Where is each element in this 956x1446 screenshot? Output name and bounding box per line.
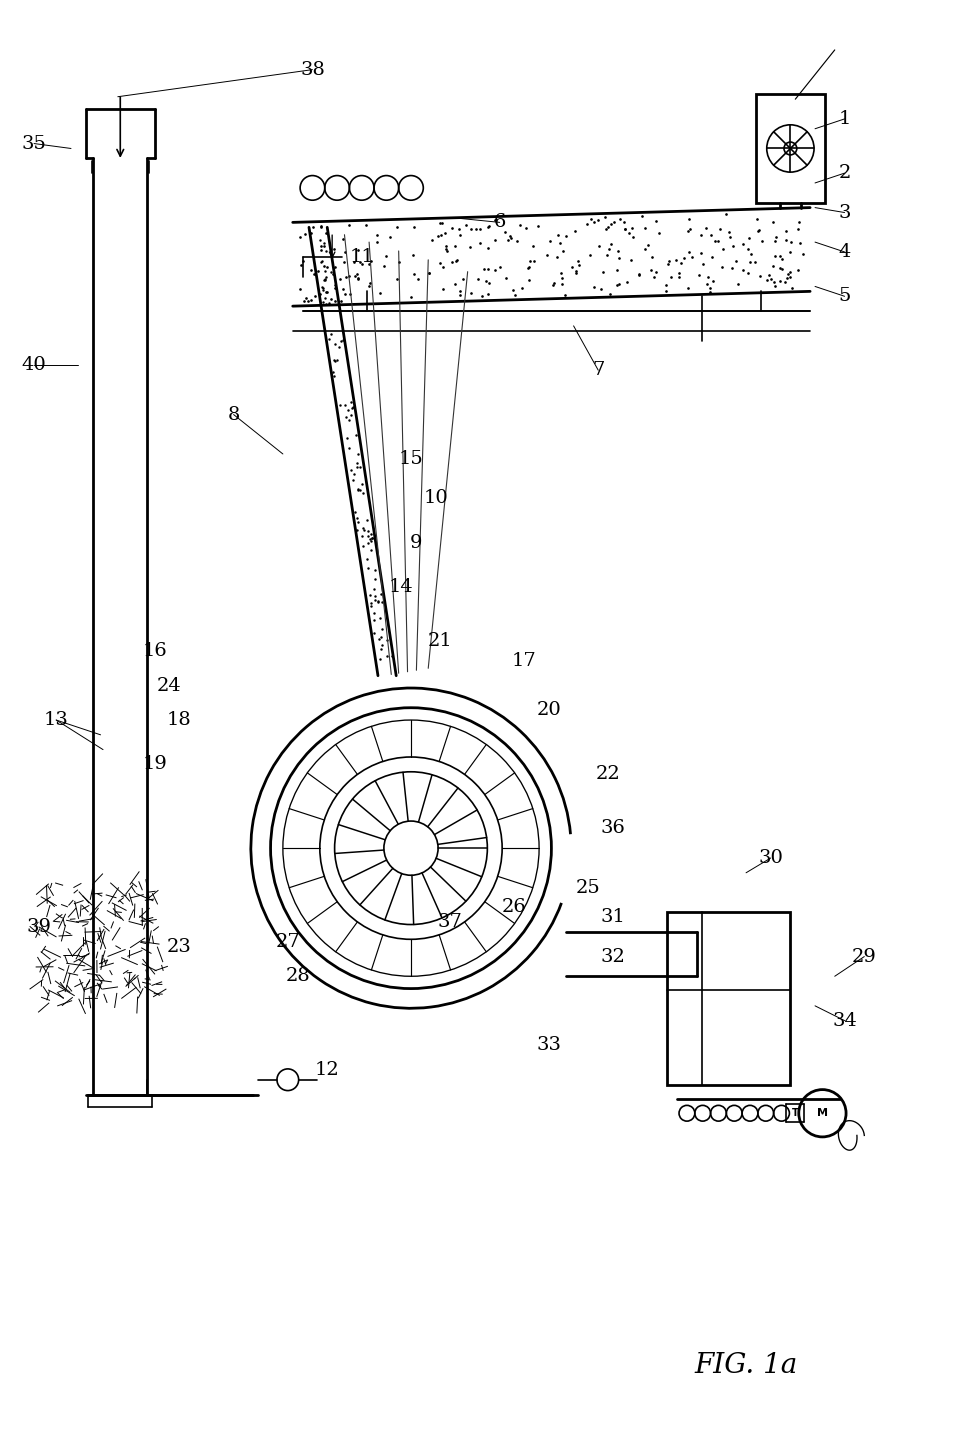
Text: 19: 19 <box>142 755 167 774</box>
Text: 27: 27 <box>275 933 300 951</box>
Text: 1: 1 <box>838 110 851 127</box>
Text: 8: 8 <box>228 405 240 424</box>
Text: 3: 3 <box>838 204 851 221</box>
Text: 34: 34 <box>832 1012 857 1030</box>
Text: 7: 7 <box>592 362 604 379</box>
Text: 28: 28 <box>285 967 310 985</box>
Text: 20: 20 <box>536 701 561 719</box>
Text: 15: 15 <box>399 450 424 469</box>
Text: 12: 12 <box>315 1061 339 1079</box>
Text: 18: 18 <box>167 711 192 729</box>
Text: 9: 9 <box>410 534 423 552</box>
Text: 37: 37 <box>438 912 463 931</box>
Text: 26: 26 <box>502 898 527 917</box>
Text: 2: 2 <box>838 163 851 182</box>
Text: M: M <box>817 1108 828 1118</box>
Text: 31: 31 <box>600 908 625 925</box>
Text: T: T <box>792 1108 798 1118</box>
Text: 6: 6 <box>493 214 506 231</box>
Text: 22: 22 <box>596 765 620 784</box>
Text: 13: 13 <box>44 711 69 729</box>
Text: 10: 10 <box>424 489 448 508</box>
Text: 39: 39 <box>27 918 52 936</box>
Text: 4: 4 <box>838 243 851 260</box>
Bar <box>756 94 825 202</box>
Text: 23: 23 <box>167 937 192 956</box>
Text: 17: 17 <box>512 652 536 669</box>
Text: 5: 5 <box>838 288 851 305</box>
Text: 35: 35 <box>22 134 47 152</box>
Text: 29: 29 <box>852 947 877 966</box>
Text: 33: 33 <box>536 1037 561 1054</box>
Text: 14: 14 <box>389 578 414 596</box>
Text: 11: 11 <box>349 247 374 266</box>
Bar <box>667 912 791 1084</box>
Text: 21: 21 <box>428 632 453 651</box>
Text: 30: 30 <box>758 849 783 868</box>
Text: 25: 25 <box>576 879 600 897</box>
Text: 32: 32 <box>600 947 625 966</box>
Text: FIG. 1a: FIG. 1a <box>694 1352 797 1379</box>
Text: 38: 38 <box>300 61 325 78</box>
Text: 40: 40 <box>22 356 47 375</box>
Text: 16: 16 <box>142 642 167 659</box>
Text: 36: 36 <box>600 820 625 837</box>
Text: 24: 24 <box>157 677 182 694</box>
